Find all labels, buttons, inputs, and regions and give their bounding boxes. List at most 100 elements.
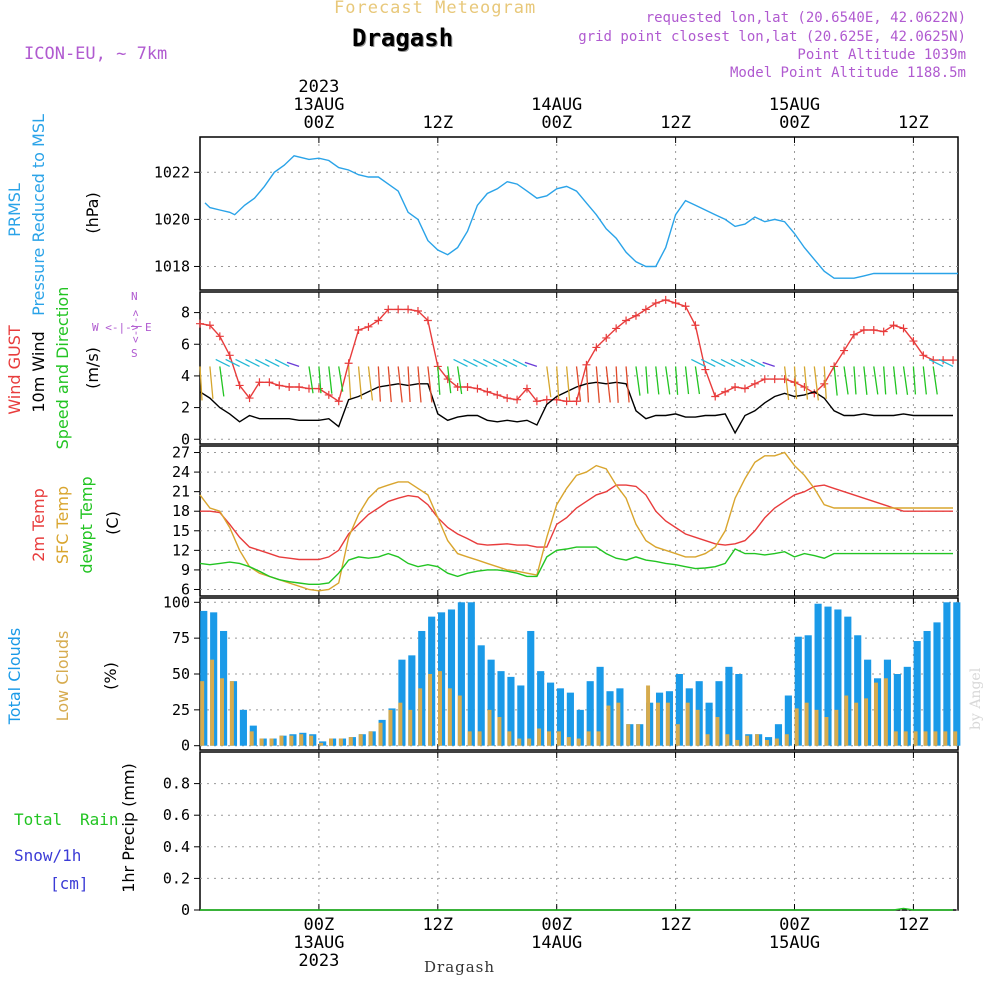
total-cloud-bar <box>546 682 555 746</box>
wind-direction-arrow <box>793 366 798 400</box>
wind-direction-arrow <box>328 366 333 394</box>
low-cloud-bar <box>695 709 700 746</box>
y-tick-label: 21 <box>172 483 190 501</box>
total-cloud-bar <box>933 622 941 746</box>
gust-marker <box>522 384 531 393</box>
wind-direction-arrow <box>928 358 944 367</box>
top-axis-hour: 00Z <box>779 113 810 133</box>
total-cloud-bar <box>675 674 683 746</box>
panel-frame <box>199 136 959 291</box>
y-tick-label: 100 <box>163 593 190 611</box>
y-tick-label: 0 <box>181 901 190 919</box>
rain-label: Rain <box>80 810 119 829</box>
top-axis-year: 2023 <box>298 77 339 97</box>
total-cloud-bar <box>566 692 574 746</box>
gust-marker <box>404 305 413 314</box>
gust-marker <box>691 321 700 330</box>
low-cloud-bar <box>220 678 224 746</box>
wind-direction-arrow <box>803 366 809 400</box>
y-tick-label: 2 <box>181 399 190 417</box>
wind-direction-arrow <box>750 358 766 367</box>
wind-direction-arrow <box>417 366 422 403</box>
compass-we: W <-|-> E <box>92 321 152 334</box>
total-cloud-bar <box>715 681 723 746</box>
low-cloud-bar <box>864 698 869 746</box>
prmsl-unit-label: (hPa) <box>83 192 102 233</box>
wind-direction-arrow <box>691 358 706 367</box>
gust-marker <box>324 390 333 399</box>
low-cloud-bar <box>725 734 730 746</box>
total-cloud-bar <box>576 709 584 746</box>
wind-direction-arrow <box>473 358 488 367</box>
low-cloud-bar <box>705 734 710 746</box>
prmsl-desc-label: Pressure Reduced to MSL <box>29 114 48 316</box>
wind-direction-arrow <box>922 366 927 395</box>
low-cloud-bar <box>507 731 512 746</box>
wind-direction-arrow <box>674 366 679 395</box>
gust-marker <box>721 387 730 396</box>
low-cloud-bar <box>814 709 819 746</box>
total-cloud-bar <box>814 603 822 746</box>
wind-direction-arrow <box>645 366 649 394</box>
gust-marker <box>651 299 660 308</box>
gust-marker <box>760 375 769 384</box>
low-cloud-bar <box>943 731 948 746</box>
low-cloud-bar <box>200 681 205 746</box>
low-cloud-bar <box>636 724 641 746</box>
wind-direction-arrow <box>853 366 857 395</box>
y-tick-label: 4 <box>181 367 190 385</box>
gust-marker <box>869 326 878 334</box>
gust-marker <box>731 383 740 391</box>
wind-direction-arrow <box>492 358 508 367</box>
low-cloud-bar <box>616 702 621 746</box>
wind-direction-arrow <box>274 358 290 367</box>
gust-marker <box>285 383 294 391</box>
wind-direction-arrow <box>318 366 322 394</box>
gust-marker <box>334 397 343 406</box>
y-tick-label: 1022 <box>154 163 190 181</box>
gust-marker <box>909 337 918 346</box>
total-cloud-bar <box>447 609 456 746</box>
low-cloud-bar <box>309 735 314 746</box>
series-10m-wind <box>199 381 953 435</box>
supertitle: Forecast Meteogram <box>334 0 537 18</box>
total-cloud-bar <box>497 671 505 746</box>
wind-unit-label: (m/s) <box>83 347 102 389</box>
wind-direction-arrow <box>225 358 240 367</box>
y-tick-label: 0.8 <box>163 775 190 793</box>
wind-direction-arrow <box>397 366 403 403</box>
gust-label: Wind GUST <box>5 325 24 415</box>
total-cloud-bar <box>794 636 802 746</box>
wind10-label: 10m Wind <box>29 331 48 412</box>
wind-direction-arrow <box>700 358 716 367</box>
wind-direction-arrow <box>730 358 746 367</box>
low-cloud-bar <box>665 702 670 746</box>
wind-direction-arrow <box>720 358 736 367</box>
gust-marker <box>661 295 670 304</box>
gust-marker <box>572 397 581 406</box>
gust-marker <box>849 330 858 339</box>
y-tick-label: 15 <box>172 522 190 540</box>
y-tick-label: 9 <box>181 561 190 579</box>
gust-marker <box>701 365 710 374</box>
bottom-axis-hour: 12Z <box>660 915 691 935</box>
gust-marker <box>354 326 363 334</box>
wind-direction-arrow <box>823 366 827 399</box>
gust-marker <box>602 333 611 342</box>
top-axis-hour: 00Z <box>541 113 572 133</box>
wind-direction-arrow <box>843 366 849 395</box>
top-axis-date: 14AUG <box>531 95 582 115</box>
low-cloud-bar <box>517 738 522 746</box>
gust-marker <box>413 307 422 315</box>
wind-direction-arrow <box>512 358 528 367</box>
bottom-axis-hour: 00Z <box>304 915 335 935</box>
gust-marker <box>235 381 244 390</box>
gust-marker <box>949 356 958 365</box>
wind-direction-arrow <box>892 366 898 395</box>
y-tick-label: 0 <box>181 737 190 755</box>
gust-marker <box>919 351 928 360</box>
clouds-unit-label: (%) <box>101 662 120 690</box>
low-cloud-bar <box>408 709 413 746</box>
low-cloud-bar <box>923 731 928 746</box>
y-tick-label: 6 <box>181 335 190 353</box>
